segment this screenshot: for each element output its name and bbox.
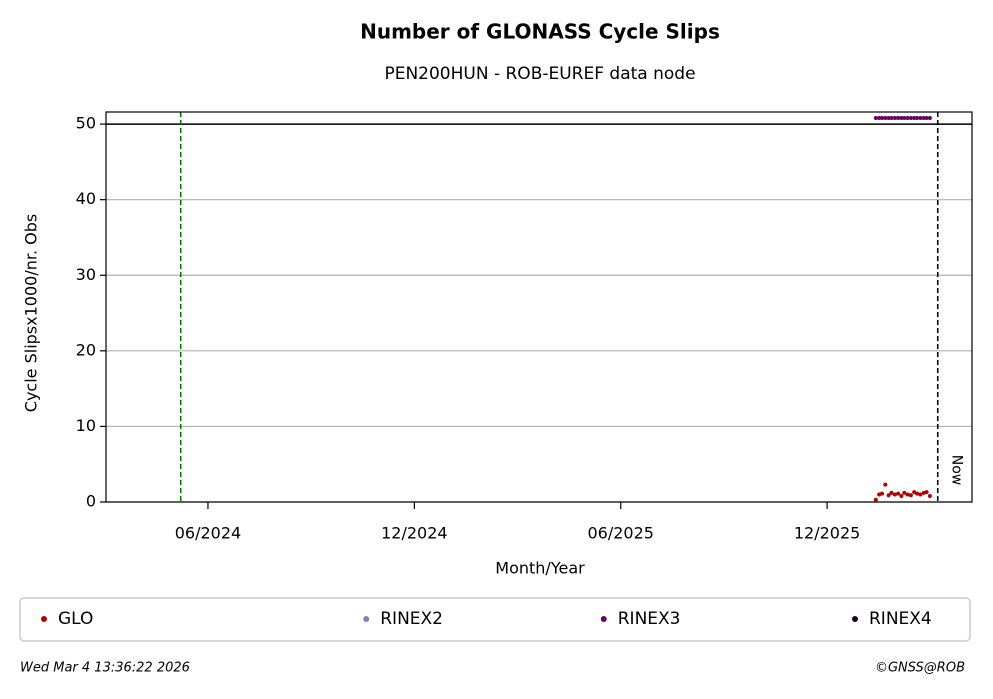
x-tick-label: 12/2024 [381, 524, 447, 543]
data-point [899, 116, 904, 121]
data-point [880, 116, 885, 121]
x-axis-label: Month/Year [495, 559, 585, 578]
plot-frame [105, 111, 973, 503]
data-point [927, 116, 932, 121]
legend-box [19, 597, 971, 642]
data-point [886, 116, 891, 121]
legend-marker [41, 616, 47, 622]
data-point [915, 491, 920, 496]
data-point [873, 497, 878, 502]
y-tick-label: 50 [76, 114, 96, 133]
data-point [915, 116, 920, 121]
data-point [924, 490, 929, 495]
data-point [908, 493, 913, 498]
data-point [924, 116, 929, 121]
data-point [927, 493, 932, 498]
data-point [918, 116, 923, 121]
data-point [883, 482, 888, 487]
y-tick-label: 40 [76, 189, 96, 208]
footer-right: ©GNSS@ROB [875, 661, 965, 676]
data-point [892, 492, 897, 497]
legend-marker [852, 616, 858, 622]
data-point [896, 116, 901, 121]
data-point [918, 492, 923, 497]
y-tick-label: 10 [76, 416, 96, 435]
chart-title: Number of GLONASS Cycle Slips [360, 20, 720, 44]
legend-marker [600, 616, 607, 622]
x-tick-label: 06/2025 [587, 524, 653, 543]
data-point [899, 493, 904, 498]
data-point [889, 116, 894, 121]
data-point [892, 116, 897, 121]
x-tick-label: 06/2024 [175, 524, 241, 543]
data-point [908, 116, 913, 121]
y-tick-label: 0 [86, 492, 96, 511]
data-point [902, 490, 907, 495]
footer-left: Wed Mar 4 13:36:22 2026 [20, 661, 190, 676]
data-point [889, 490, 894, 495]
data-point [886, 493, 891, 498]
data-point [905, 492, 910, 497]
data-point [902, 116, 907, 121]
data-point [896, 491, 901, 496]
y-tick-label: 30 [76, 265, 96, 284]
y-tick-label: 20 [76, 340, 96, 359]
data-point [877, 116, 882, 121]
marker-label: Now [949, 455, 965, 486]
data-point [883, 116, 888, 121]
data-point [873, 116, 878, 121]
legend-label: RINEX4 [869, 609, 932, 629]
legend-label: GLO [58, 609, 93, 629]
x-tick-label: 12/2025 [794, 524, 860, 543]
data-point [912, 116, 917, 121]
legend-marker [363, 616, 370, 622]
legend-label: RINEX2 [380, 609, 443, 629]
legend-label: RINEX3 [618, 609, 681, 629]
data-point [880, 491, 885, 496]
data-point [921, 116, 926, 121]
data-point [905, 116, 910, 121]
chart-subtitle: PEN200HUN - ROB-EUREF data node [384, 64, 695, 84]
y-axis-label: Cycle Slipsx1000/nr. Obs [22, 214, 41, 412]
